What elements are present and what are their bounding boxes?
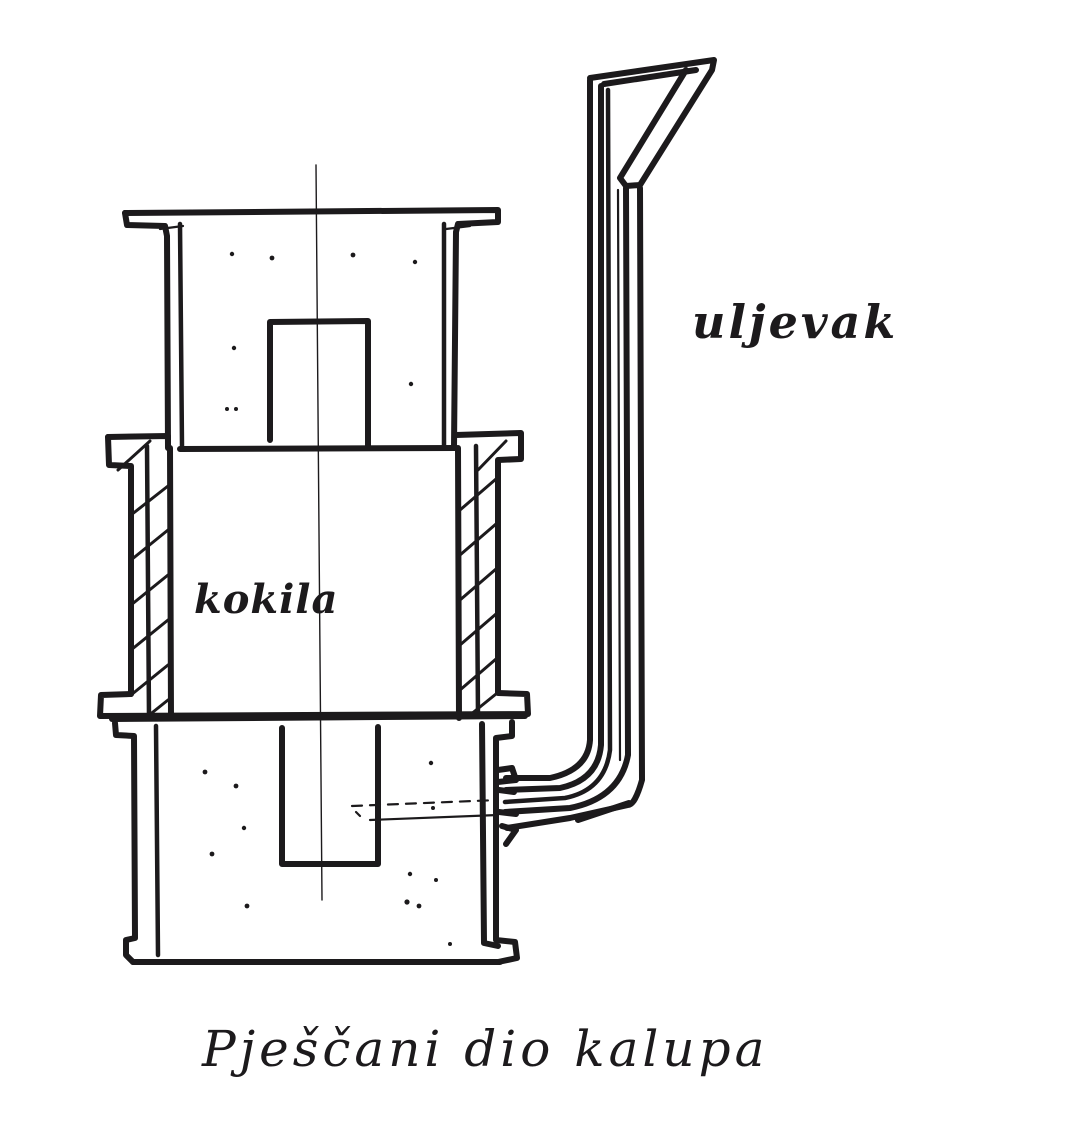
center-axis-line [315,164,323,901]
bottom-sand-flask [112,719,520,965]
sand-speckles-bottom [202,760,452,946]
top-sand-flask [122,207,501,452]
label-ulijevak: uljevak [692,295,898,349]
sand-speckles-top [225,251,418,411]
kokila-hatching-left [116,439,170,718]
bottom-core [279,724,381,867]
kokila-mould [97,430,531,722]
label-kokila: kokila [194,576,338,623]
sprue-pipe [495,57,717,847]
caption: Pješčani dio kalupa [201,1020,768,1078]
top-core [267,318,371,449]
